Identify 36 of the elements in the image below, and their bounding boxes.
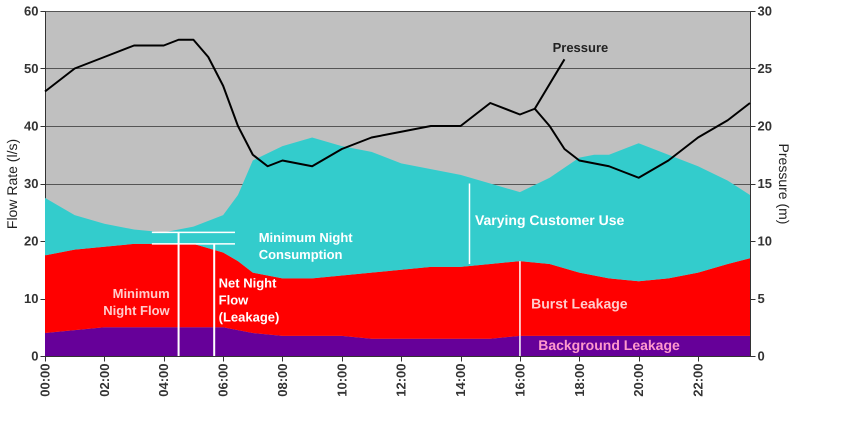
y-tick-label: 30: [24, 176, 38, 191]
x-tick-label: 08:00: [274, 364, 290, 397]
y2-tick-label: 30: [758, 4, 772, 18]
x-tick-label: 06:00: [216, 364, 231, 397]
x-tick-label: 04:00: [156, 364, 172, 397]
series-label: Varying Customer Use: [474, 212, 625, 228]
y-tick-label: 0: [31, 348, 38, 364]
y-tick-label: 40: [24, 118, 38, 134]
y2-tick-label: 0: [758, 348, 765, 364]
y-tick-label: 60: [24, 4, 38, 18]
series-label: Burst Leakage: [531, 295, 628, 312]
y2-tick-label: 20: [758, 118, 772, 134]
y-tick-label: 10: [24, 291, 38, 306]
x-tick-label: 12:00: [394, 364, 409, 397]
y2-tick-label: 25: [758, 61, 772, 76]
x-tick-label: 14:00: [453, 364, 468, 397]
y2-tick-label: 10: [758, 234, 772, 248]
y2-tick-label: 5: [758, 291, 765, 306]
x-tick-label: 10:00: [334, 364, 350, 397]
x-tick-label: 16:00: [512, 364, 528, 397]
x-tick-label: 18:00: [572, 364, 587, 397]
x-tick-label: 22:00: [690, 364, 706, 397]
x-tick-label: 02:00: [96, 364, 112, 397]
y-axis-title: Flow Rate (l/s): [4, 138, 20, 230]
text: Pressure: [552, 40, 608, 55]
x-tick-label: 20:00: [631, 364, 646, 397]
line-series: [44, 38, 751, 179]
annotation: Net Night Flow (Leakage): [218, 276, 280, 325]
y-tick-label: 50: [24, 61, 38, 76]
annotation: Minimum Night Flow: [103, 286, 171, 318]
x-tick-label: 00:00: [38, 364, 52, 397]
y2-axis-title: Pressure (m): [776, 144, 792, 224]
y-tick-label: 20: [24, 234, 38, 248]
annotation: Minimum Night Consumption: [258, 230, 354, 262]
y2-tick-label: 15: [758, 176, 772, 191]
series-label: Background Leakage: [538, 336, 680, 353]
